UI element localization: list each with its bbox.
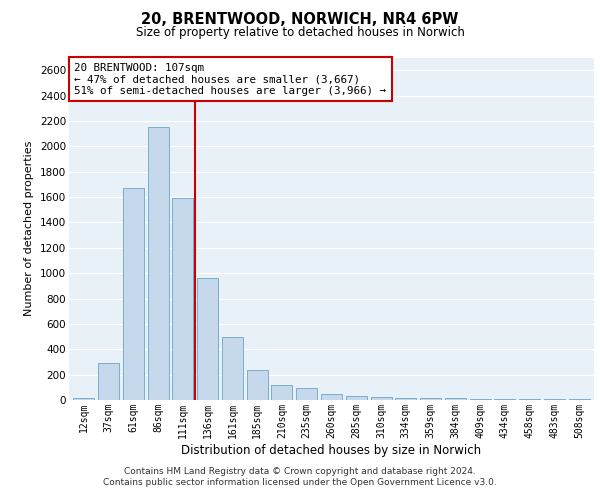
Bar [494,398,515,400]
Bar [98,363,119,400]
Bar [148,128,169,400]
Bar [197,278,218,400]
Text: 20, BRENTWOOD, NORWICH, NR4 6PW: 20, BRENTWOOD, NORWICH, NR4 6PW [142,12,458,28]
Bar [73,398,94,400]
Bar [420,398,441,400]
Bar [346,396,367,400]
Text: 20 BRENTWOOD: 107sqm
← 47% of detached houses are smaller (3,667)
51% of semi-de: 20 BRENTWOOD: 107sqm ← 47% of detached h… [74,62,386,96]
Bar [395,398,416,400]
Bar [123,188,144,400]
Bar [445,398,466,400]
Text: Contains HM Land Registry data © Crown copyright and database right 2024.: Contains HM Land Registry data © Crown c… [124,467,476,476]
Text: Size of property relative to detached houses in Norwich: Size of property relative to detached ho… [136,26,464,39]
Bar [569,398,590,400]
Text: Contains public sector information licensed under the Open Government Licence v3: Contains public sector information licen… [103,478,497,487]
Bar [371,398,392,400]
Bar [271,385,292,400]
Bar [321,394,342,400]
Y-axis label: Number of detached properties: Number of detached properties [25,141,34,316]
Bar [222,336,243,400]
Bar [172,198,193,400]
X-axis label: Distribution of detached houses by size in Norwich: Distribution of detached houses by size … [181,444,482,456]
Bar [247,370,268,400]
Bar [296,388,317,400]
